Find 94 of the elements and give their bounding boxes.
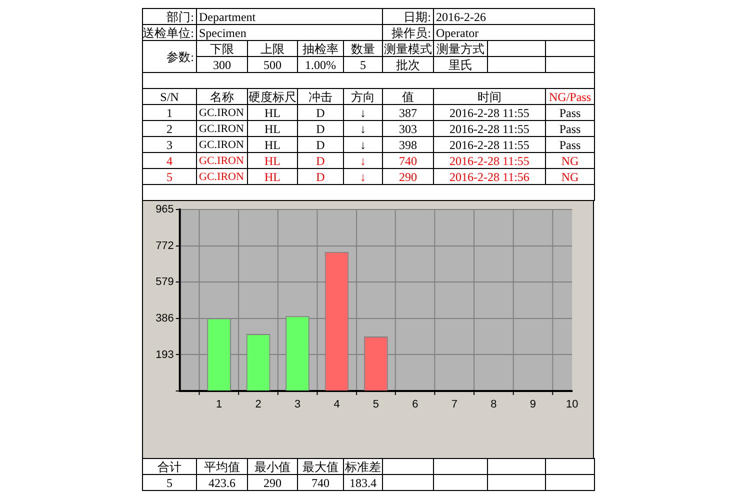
- text: D: [316, 138, 325, 152]
- x-tick-label: 10: [566, 398, 578, 411]
- text: 下限: [210, 42, 234, 56]
- text: Pass: [559, 122, 581, 136]
- text: 测量方式: [436, 42, 484, 56]
- text: 标准差: [345, 460, 381, 474]
- text: 数量: [351, 42, 375, 56]
- text: Pass: [559, 138, 581, 152]
- text: GC.IRON: [199, 170, 244, 184]
- text: NG/Pass: [548, 90, 591, 104]
- text: 抽检率: [302, 42, 338, 56]
- text: 1: [166, 106, 172, 120]
- text: 最小值: [254, 460, 290, 474]
- text: 2016-2-28 11:55: [450, 106, 530, 120]
- text: Operator: [436, 26, 479, 40]
- text: 硬度标尺: [248, 90, 296, 104]
- text: 方向: [351, 90, 375, 104]
- text: 398: [399, 138, 417, 152]
- text: D: [316, 122, 325, 136]
- text: GC.IRON: [199, 154, 244, 168]
- text: HL: [264, 122, 280, 136]
- y-tick-label: 386: [156, 312, 174, 324]
- text: 5: [166, 476, 172, 490]
- text: 303: [399, 122, 417, 136]
- x-tick-label: 1: [216, 398, 222, 411]
- x-tick-label: 2: [255, 398, 262, 411]
- text: 500: [264, 58, 282, 72]
- text: GC.IRON: [199, 106, 244, 120]
- text: 2016-2-28 11:55: [450, 122, 530, 136]
- text: 290: [399, 170, 417, 184]
- text: 5: [360, 58, 366, 72]
- text: D: [316, 154, 325, 168]
- text: 名称: [210, 90, 234, 104]
- text: D: [316, 170, 325, 184]
- x-tick-label: 6: [412, 398, 418, 411]
- text: 送检单位:: [142, 26, 194, 40]
- text: 2016-2-28 11:55: [450, 138, 530, 152]
- y-tick-label: 772: [156, 240, 174, 252]
- text: 2016-2-28 11:56: [450, 170, 530, 184]
- text: 290: [264, 476, 282, 490]
- text: 时间: [478, 90, 502, 104]
- text: ↓: [360, 106, 366, 120]
- text: Department: [199, 10, 256, 24]
- text: GC.IRON: [199, 138, 244, 152]
- x-tick-label: 4: [334, 398, 340, 411]
- text: 里氏: [448, 58, 472, 72]
- text: HL: [264, 170, 280, 184]
- y-tick-label: 579: [156, 276, 174, 288]
- text: 2016-2-28 11:55: [450, 154, 530, 168]
- x-tick-label: 8: [490, 398, 497, 411]
- x-tick-label: 3: [294, 398, 301, 411]
- text: ↓: [360, 170, 366, 184]
- x-tick-label: 5: [372, 398, 380, 411]
- x-tick-label: 7: [451, 398, 458, 411]
- text: GC.IRON: [199, 122, 244, 136]
- text: 387: [399, 106, 417, 120]
- text: ↓: [360, 138, 366, 152]
- text: NG: [561, 154, 579, 168]
- text: 参数:: [166, 50, 194, 64]
- text: 1.00%: [305, 58, 336, 72]
- text: HL: [264, 106, 280, 120]
- text: 日期:: [404, 10, 431, 24]
- text: 740: [312, 476, 330, 490]
- text: 操作员:: [392, 26, 431, 40]
- text: Pass: [559, 106, 581, 120]
- text: D: [316, 106, 325, 120]
- text: 测量模式: [384, 42, 432, 56]
- text: 5: [166, 170, 172, 184]
- text: 批次: [396, 58, 420, 72]
- text: HL: [264, 154, 280, 168]
- x-tick-label: 9: [530, 398, 536, 411]
- text: 部门:: [166, 10, 194, 24]
- text: 2016-2-26: [436, 10, 486, 24]
- text: 4: [166, 154, 172, 168]
- text: 183.4: [350, 476, 376, 490]
- y-tick-label: 965: [156, 204, 174, 216]
- text: ↓: [360, 154, 366, 168]
- text: 300: [213, 58, 231, 72]
- text: S/N: [160, 90, 179, 104]
- text: 2: [166, 122, 172, 136]
- text: NG: [561, 170, 579, 184]
- text: 3: [166, 138, 172, 152]
- text: ↓: [360, 122, 366, 136]
- text: 冲击: [308, 90, 332, 104]
- text: 合计: [158, 460, 182, 474]
- text: 最大值: [302, 460, 338, 474]
- text: 上限: [260, 42, 284, 56]
- text: Specimen: [199, 26, 246, 40]
- text: HL: [264, 138, 280, 152]
- y-tick-label: 193: [156, 348, 174, 361]
- text: 平均值: [204, 460, 240, 474]
- text: 值: [402, 90, 414, 104]
- text: 423.6: [208, 476, 236, 490]
- text: 740: [399, 154, 417, 168]
